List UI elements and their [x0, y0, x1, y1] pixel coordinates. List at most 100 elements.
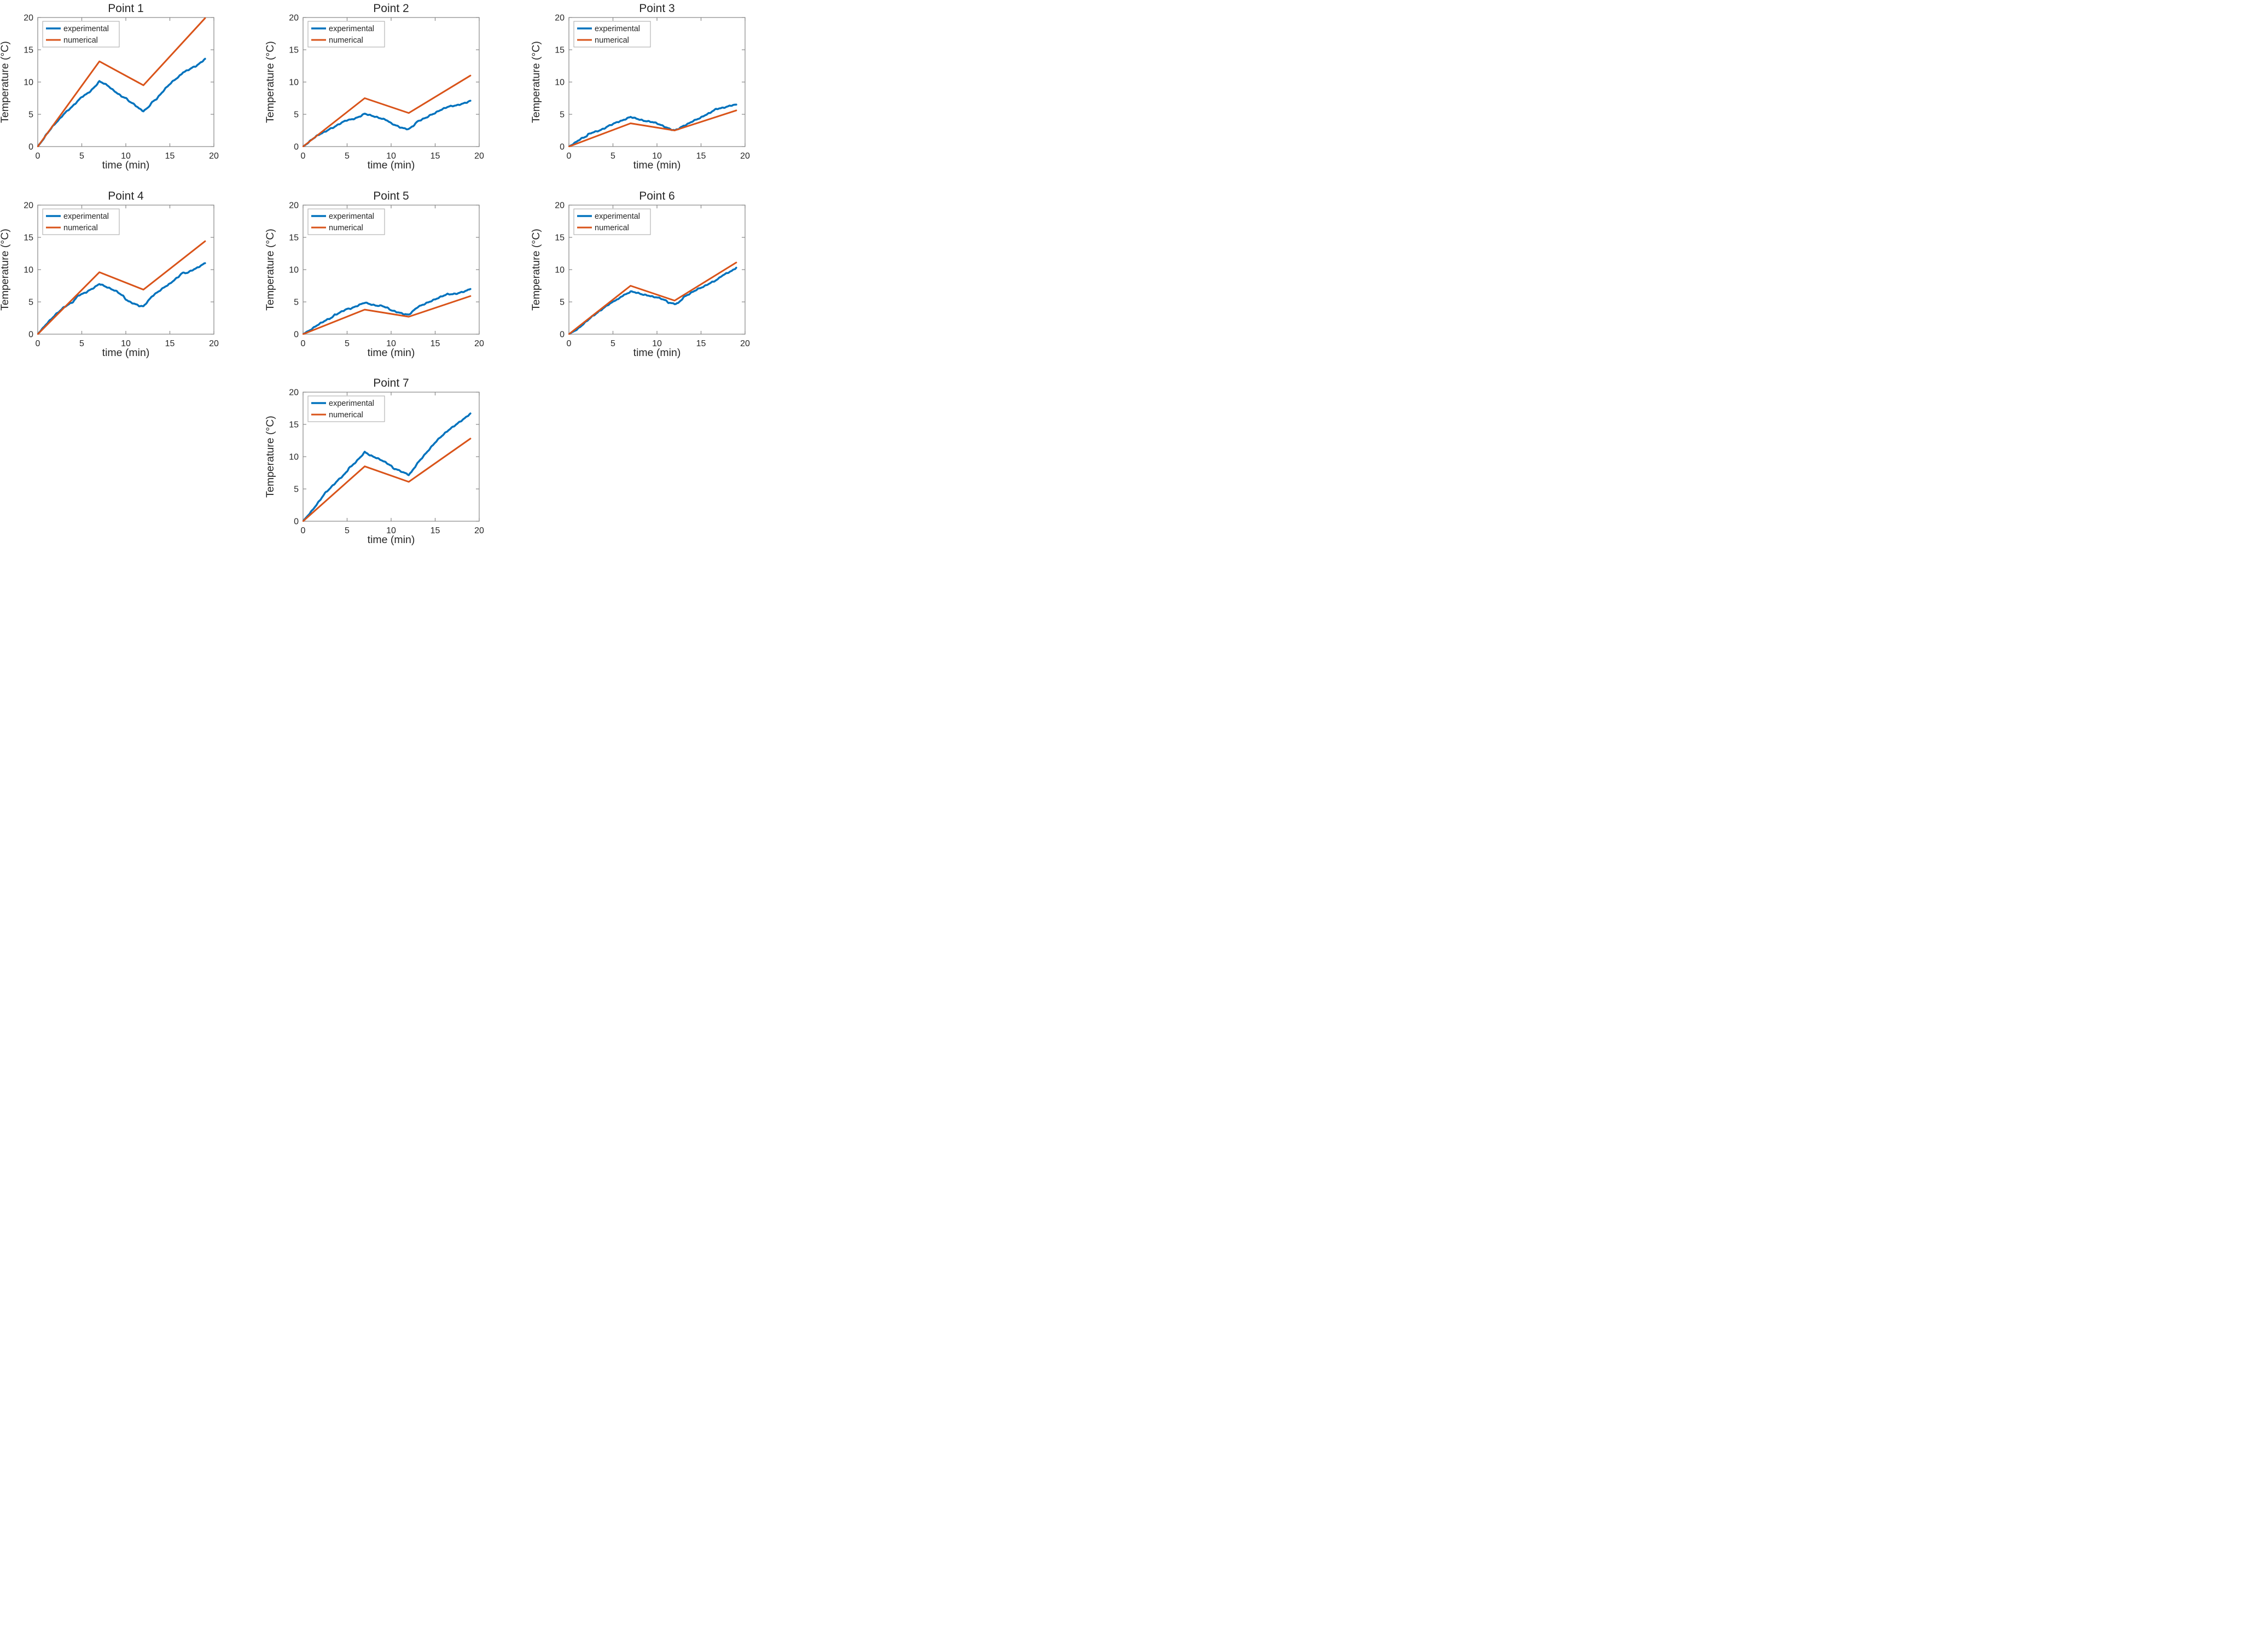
figure-canvas: 0 5 10 15 20 0 5 10 15 20 Point 1 time (min) Tempera…: [0, 0, 756, 546]
plot-title: Point 1: [108, 2, 143, 15]
legend-box: [307, 208, 385, 235]
y-tick-label: 15: [24, 46, 33, 55]
y-axis-label: Temperature (°C): [265, 41, 276, 123]
legend-box: [573, 208, 651, 235]
y-tick-label: 20: [289, 201, 299, 211]
subplot-point-1: 0 5 10 15 20 0 5 10 15 20 Point 1 time (min) Tempera…: [0, 2, 219, 171]
x-tick-label: 5: [345, 151, 350, 161]
legend-label: numerical: [329, 36, 363, 45]
legend: experimental numerical: [307, 208, 385, 235]
x-tick-label: 0: [301, 526, 306, 535]
x-tick-label: 5: [79, 151, 84, 161]
x-axis-label: time (min): [633, 159, 681, 171]
subplot-point-5: 0 5 10 15 20 0 5 10 15 20 Point 5 time (min) Tempera…: [265, 190, 484, 359]
y-axis-label: Temperature (°C): [265, 416, 276, 498]
legend-label: experimental: [595, 212, 640, 221]
series-line-numerical: [303, 74, 472, 147]
y-axis-label: Temperature (°C): [0, 229, 11, 311]
x-tick-label: 15: [165, 151, 175, 161]
y-tick-label: 15: [555, 234, 565, 243]
x-tick-label: 0: [301, 339, 306, 348]
legend-label: experimental: [329, 212, 374, 221]
y-axis-label: Temperature (°C): [531, 41, 542, 123]
y-tick-label: 0: [294, 517, 299, 527]
x-tick-label: 10: [652, 151, 662, 161]
series-group: [303, 412, 472, 522]
subplot-point-2: 0 5 10 15 20 0 5 10 15 20 Point 2 time (min) Tempera…: [265, 2, 484, 171]
legend-box: [307, 395, 385, 422]
x-tick-label: 20: [740, 151, 750, 161]
series-group: [303, 288, 472, 335]
y-tick-label: 10: [24, 78, 33, 88]
subplot-point-6: 0 5 10 15 20 0 5 10 15 20 Point 6 time (min) Tempera…: [531, 190, 750, 359]
plot-title: Point 5: [373, 190, 409, 202]
x-axis-label: time (min): [368, 159, 415, 171]
plot-title: Point 4: [108, 190, 144, 202]
legend-box: [307, 21, 385, 48]
subplot-point-3: 0 5 10 15 20 0 5 10 15 20 Point 3 time (min) Tempera…: [531, 2, 750, 171]
series-line-experimental: [37, 262, 206, 335]
series-group: [568, 261, 737, 335]
series-group: [37, 240, 206, 335]
plot-title: Point 6: [639, 190, 674, 202]
subplot-point-7: 0 5 10 15 20 0 5 10 15 20 Point 7 time (min) Tempera…: [265, 377, 484, 546]
legend: experimental numerical: [42, 208, 120, 235]
legend: experimental numerical: [573, 21, 651, 48]
x-tick-label: 20: [209, 151, 219, 161]
plot-title: Point 2: [373, 2, 409, 15]
series-group: [303, 74, 472, 147]
x-tick-label: 15: [696, 151, 706, 161]
y-tick-label: 5: [294, 298, 299, 307]
series-line-numerical: [37, 17, 206, 147]
series-line-experimental: [303, 412, 472, 522]
legend-label: experimental: [63, 25, 109, 33]
y-axis-label: Temperature (°C): [265, 229, 276, 311]
x-tick-label: 10: [121, 339, 131, 348]
y-tick-label: 20: [555, 201, 565, 211]
x-tick-label: 5: [345, 526, 350, 535]
x-tick-label: 15: [165, 339, 175, 348]
x-tick-label: 20: [474, 526, 484, 535]
x-tick-label: 10: [386, 526, 396, 535]
y-tick-label: 0: [294, 143, 299, 152]
y-tick-label: 0: [294, 330, 299, 340]
y-tick-label: 10: [289, 78, 299, 88]
x-tick-label: 10: [386, 151, 396, 161]
series-line-numerical: [303, 438, 472, 522]
legend-label: numerical: [63, 224, 98, 232]
legend-label: experimental: [63, 212, 109, 221]
series-line-experimental: [568, 103, 737, 147]
legend: experimental numerical: [307, 21, 385, 48]
y-tick-label: 20: [555, 14, 565, 23]
y-tick-label: 15: [24, 234, 33, 243]
legend: experimental numerical: [573, 208, 651, 235]
legend-label: numerical: [595, 224, 629, 232]
y-tick-label: 5: [560, 298, 565, 307]
y-tick-label: 20: [24, 14, 33, 23]
legend-label: numerical: [329, 411, 363, 419]
x-tick-label: 5: [610, 151, 615, 161]
y-axis-label: Temperature (°C): [531, 229, 542, 311]
series-line-experimental: [303, 100, 472, 147]
series-group: [568, 103, 737, 147]
x-tick-label: 20: [209, 339, 219, 348]
series-line-numerical: [37, 240, 206, 335]
x-tick-label: 5: [79, 339, 84, 348]
legend-label: experimental: [595, 25, 640, 33]
plot-title: Point 3: [639, 2, 674, 15]
legend-box: [42, 21, 120, 48]
legend-box: [42, 208, 120, 235]
x-tick-label: 0: [36, 151, 40, 161]
x-tick-label: 20: [474, 151, 484, 161]
y-tick-label: 10: [555, 78, 565, 88]
x-tick-label: 10: [386, 339, 396, 348]
y-tick-label: 5: [294, 485, 299, 494]
y-tick-label: 5: [28, 298, 33, 307]
series-line-numerical: [568, 109, 737, 147]
x-tick-label: 20: [740, 339, 750, 348]
y-tick-label: 0: [560, 143, 565, 152]
x-tick-label: 10: [652, 339, 662, 348]
x-axis-label: time (min): [368, 534, 415, 546]
y-tick-label: 5: [560, 110, 565, 120]
legend: experimental numerical: [307, 395, 385, 422]
